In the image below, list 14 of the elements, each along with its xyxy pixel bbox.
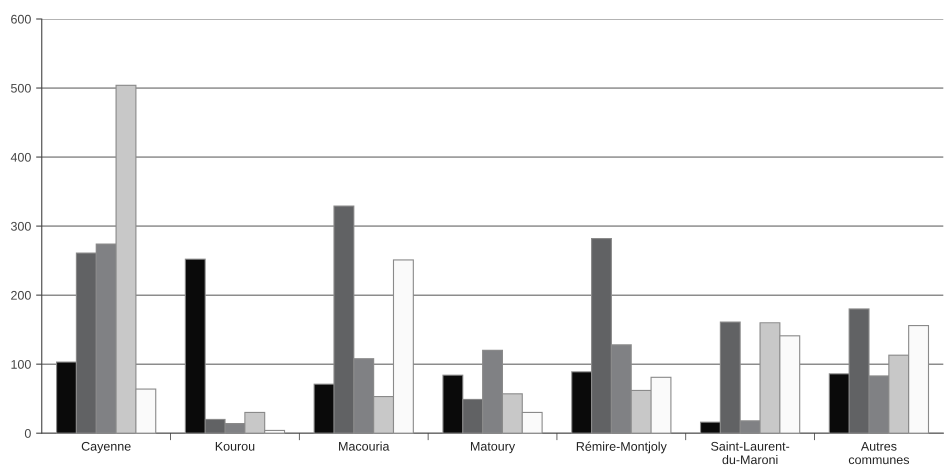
x-tick-label: Macouria <box>339 442 390 451</box>
y-tick-label: 200 <box>11 290 31 300</box>
x-tick-label: Saint-Laurent- du-Maroni <box>711 442 790 464</box>
y-tick-label: 400 <box>10 152 31 162</box>
y-tick-label: 0 <box>24 429 31 438</box>
y-tick-label: 600 <box>11 14 31 24</box>
y-tick-label: 500 <box>10 84 31 93</box>
x-tick-label: Cayenne <box>82 442 131 454</box>
x-tick-label: Rémire-Montjoly <box>576 442 667 454</box>
x-tick-label: Autres communes <box>848 442 910 464</box>
y-tick-label: 300 <box>10 222 31 231</box>
x-tick-label: Matoury <box>470 442 516 454</box>
x-tick-label: Kourou <box>216 442 254 451</box>
y-tick-label: 100 <box>11 360 31 369</box>
